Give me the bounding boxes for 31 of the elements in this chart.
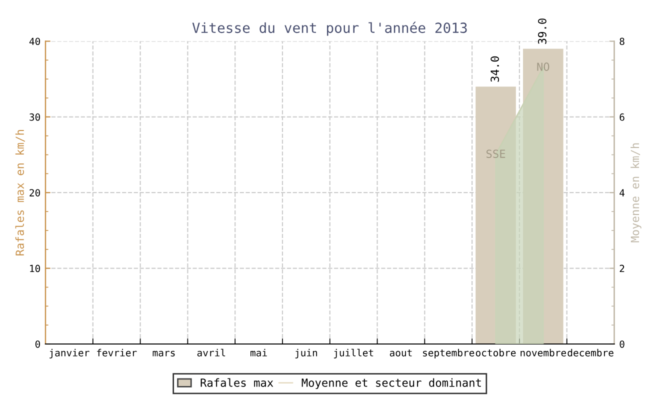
y-tick-label: 0 [35, 340, 40, 348]
x-tick-label: mai [250, 348, 267, 356]
data-label: 39.0 [538, 18, 546, 44]
x-tick-label: octobre [476, 348, 516, 356]
y2-tick-label: 2 [620, 264, 624, 272]
chart-title: Vitesse du vent pour l'année 2013 [192, 22, 467, 36]
x-tick-label: aout [390, 349, 412, 356]
y2-axis-title: Moyenne en km/h [630, 143, 642, 242]
x-tick-label: decembre [568, 348, 614, 356]
x-tick-label: avril [197, 348, 226, 356]
legend-label: Moyenne et secteur dominant [302, 378, 481, 390]
x-tick-label: novembre [520, 348, 566, 356]
y2-tick-label: 8 [620, 38, 624, 46]
y-axis-title: Rafales max en km/h [15, 130, 25, 256]
y-tick-label: 10 [30, 264, 40, 272]
legend-label: Rafales max [200, 378, 274, 387]
y2-tick-label: 6 [620, 113, 624, 121]
y-tick-label: 30 [30, 113, 40, 121]
y-tick-label: 40 [29, 38, 40, 46]
annotation: NO [537, 62, 550, 71]
data-label: 34.0 [490, 56, 500, 82]
x-tick-label: juin [295, 348, 318, 358]
y2-tick-label: 0 [620, 340, 624, 348]
y-tick-label: 20 [30, 189, 40, 196]
x-tick-label: juillet [334, 348, 374, 358]
x-tick-label: septembre [423, 348, 474, 358]
annotation: SSE [486, 150, 506, 158]
x-tick-label: janvier [50, 348, 90, 358]
x-tick-label: fevrier [97, 348, 137, 356]
y2-tick-label: 4 [620, 189, 624, 196]
x-tick-label: mars [152, 350, 175, 356]
